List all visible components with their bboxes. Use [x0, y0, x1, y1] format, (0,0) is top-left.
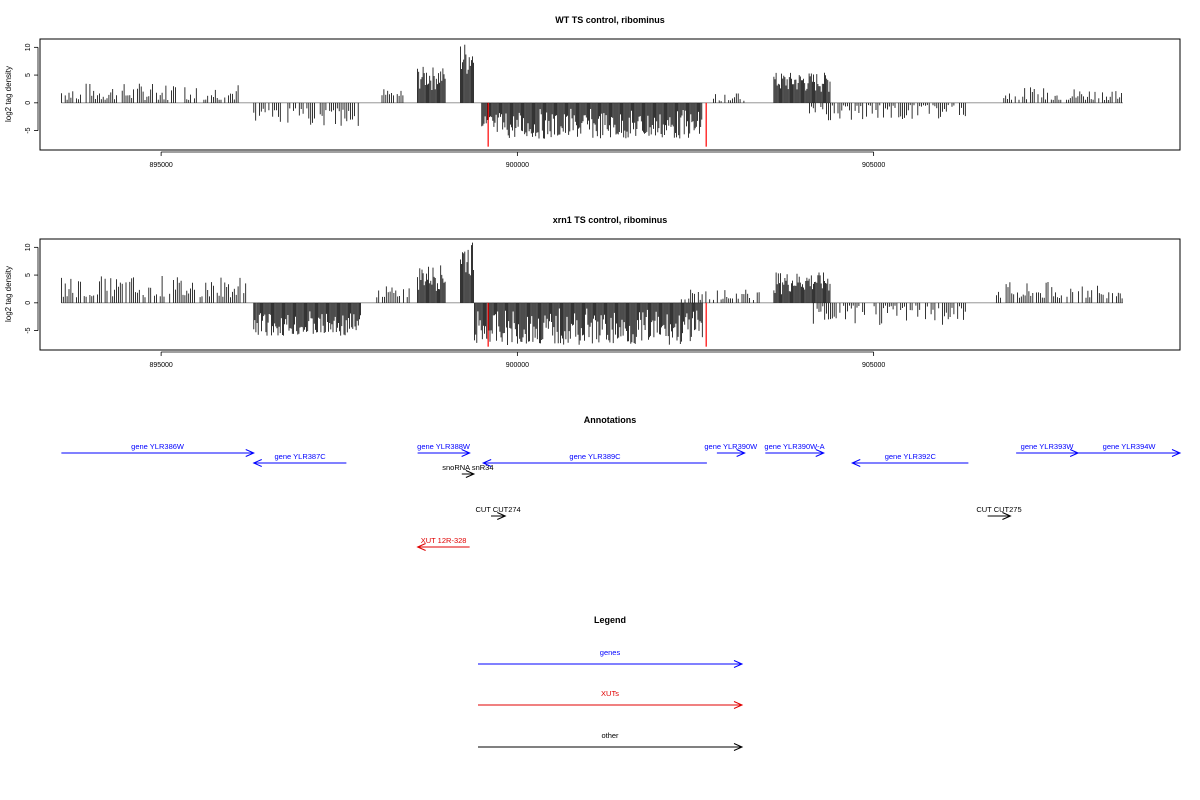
xrn1-plot-frame: [39, 238, 1181, 351]
x-tick-label: 895000: [149, 162, 172, 169]
feature-label: gene YLR390W-A: [764, 442, 824, 451]
feature-annotation: CUT CUT274: [475, 505, 521, 520]
y-tick-label: 10: [25, 43, 32, 51]
feature-arrow-head: [461, 449, 471, 457]
feature-arrow-head: [851, 459, 861, 467]
feature-arrow-head: [733, 701, 744, 709]
x-tick-label: 905000: [862, 162, 885, 169]
feature-label: gene YLR387C: [275, 452, 327, 461]
feature-annotation: gene YLR386W: [61, 442, 255, 457]
feature-label: snoRNA snR34: [442, 463, 493, 472]
legend-item-genes: genes: [478, 648, 744, 668]
feature-label: gene YLR392C: [885, 452, 937, 461]
feature-label: gene YLR394W: [1103, 442, 1157, 451]
feature-label: XUT 12R-328: [421, 536, 467, 545]
feature-arrow-head: [497, 512, 507, 520]
legend-title: Legend: [594, 615, 626, 625]
feature-label: gene YLR388W: [417, 442, 471, 451]
feature-annotation: gene YLR390W: [704, 442, 758, 457]
y-tick-label: 0: [25, 101, 32, 105]
feature-annotation: gene YLR387C: [252, 452, 347, 467]
wt-track-panel: WT TS control, ribominus log2 tag densit…: [4, 15, 1181, 169]
legend-label: other: [601, 731, 619, 740]
feature-arrow-head: [815, 449, 825, 457]
wt-track-title: WT TS control, ribominus: [555, 15, 665, 25]
x-tick-label: 905000: [862, 362, 885, 369]
legend-item-xuts: XUTs: [478, 689, 744, 709]
feature-arrow-head: [252, 459, 262, 467]
feature-label: CUT CUT274: [475, 505, 520, 514]
feature-annotation: CUT CUT275: [976, 505, 1022, 520]
y-tick-label: -5: [25, 327, 32, 333]
xrn1-y-axis-label: log2 tag density: [4, 266, 13, 322]
feature-annotation: gene YLR390W-A: [764, 442, 825, 457]
feature-arrow-head: [733, 743, 744, 751]
wt-y-axis-label: log2 tag density: [4, 66, 13, 122]
feature-arrow-head: [1171, 449, 1182, 457]
feature-label: gene YLR393W: [1021, 442, 1075, 451]
xrn1-track-panel: xrn1 TS control, ribominus log2 tag dens…: [4, 215, 1181, 369]
feature-label: CUT CUT275: [976, 505, 1021, 514]
feature-label: gene YLR389C: [569, 452, 621, 461]
feature-annotation: gene YLR394W: [1078, 442, 1182, 457]
x-tick-label: 900000: [506, 162, 529, 169]
annotations-title: Annotations: [584, 415, 637, 425]
feature-arrow-head: [481, 459, 492, 467]
feature-annotation: gene YLR389C: [481, 452, 707, 467]
x-tick-label: 895000: [149, 362, 172, 369]
feature-arrow-head: [416, 543, 426, 551]
feature-arrow-head: [733, 660, 744, 668]
feature-annotation: XUT 12R-328: [416, 536, 470, 551]
signal-bars: [61, 242, 1123, 345]
feature-arrow-head: [465, 470, 476, 478]
feature-annotation: gene YLR388W: [417, 442, 471, 457]
wt-plot-frame: [39, 38, 1181, 151]
feature-annotation: snoRNA snR34: [442, 463, 494, 478]
xrn1-track-title: xrn1 TS control, ribominus: [553, 215, 668, 225]
feature-arrow-head: [245, 449, 255, 457]
feature-label: gene YLR386W: [131, 442, 185, 451]
feature-annotation: gene YLR393W: [1016, 442, 1080, 457]
legend-label: XUTs: [601, 689, 619, 698]
signal-bars: [61, 44, 1122, 139]
legend-panel: Legend genes XUTs other: [478, 615, 744, 751]
feature-annotation: gene YLR392C: [851, 452, 969, 467]
x-tick-label: 900000: [506, 362, 529, 369]
y-tick-label: 10: [25, 243, 32, 251]
legend-label: genes: [600, 648, 621, 657]
y-tick-label: 5: [25, 273, 32, 277]
legend-item-other: other: [478, 731, 744, 751]
feature-label: gene YLR390W: [704, 442, 758, 451]
y-tick-label: 0: [25, 301, 32, 305]
feature-arrow-head: [1002, 512, 1012, 520]
feature-arrow-head: [736, 449, 746, 457]
y-tick-label: 5: [25, 73, 32, 77]
annotations-panel: Annotations gene YLR386W gene YLR387C gene…: [61, 415, 1182, 551]
y-tick-label: -5: [25, 127, 32, 133]
